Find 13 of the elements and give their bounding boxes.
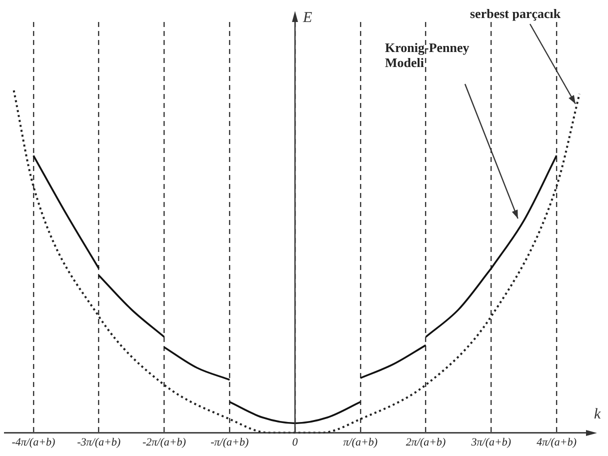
text: serbest parçacık	[470, 6, 561, 21]
x-tick-label: 2π/(a+b)	[406, 436, 446, 448]
x-tick-label: 4π/(a+b)	[536, 436, 577, 448]
x-tick-label: -4π/(a+b)	[12, 436, 56, 448]
x-tick-label: π/(a+b)	[343, 436, 378, 448]
y-axis-title: E	[302, 10, 312, 26]
x-tick-label: -π/(a+b)	[210, 436, 249, 448]
x-axis-title: k	[594, 406, 601, 423]
x-tick-label: -3π/(a+b)	[77, 436, 121, 448]
x-tick-label: 3π/(a+b)	[470, 436, 512, 448]
text: Kronig-Penney Modeli	[385, 40, 470, 70]
x-tick-label: 0	[292, 436, 298, 448]
x-tick-label: -2π/(a+b)	[142, 436, 186, 448]
